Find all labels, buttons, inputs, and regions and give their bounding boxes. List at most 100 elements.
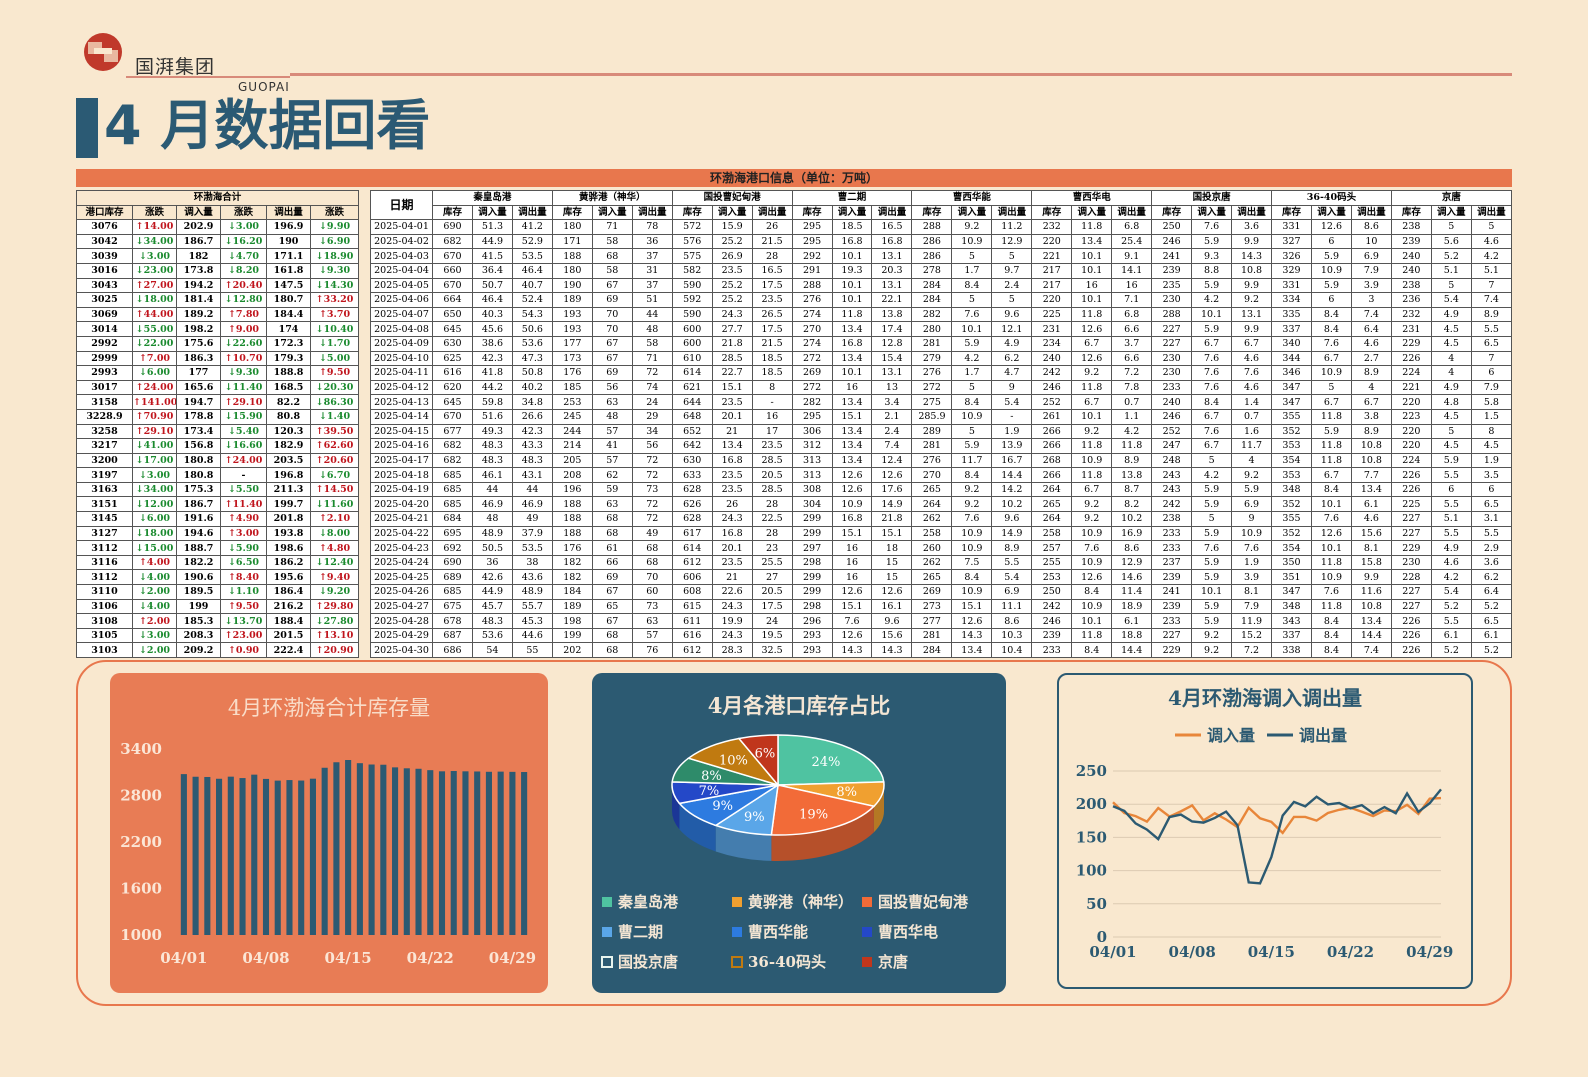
port-cell: 350 — [1271, 554, 1312, 571]
table-row: 3228.9 ↑70.90 178.8 ↓15.90 80.8 ↓1.40 — [76, 408, 360, 425]
date-cell: 2025-04-24 — [370, 554, 433, 571]
summary-cell: ↑3.70 — [309, 306, 360, 323]
port-cell: 23.5 — [751, 292, 793, 308]
summary-cell: ↓34.00 — [132, 233, 177, 250]
bar — [485, 771, 492, 935]
port-cell: 7.6 — [1071, 540, 1113, 556]
port-cell: 10.9 — [951, 233, 993, 250]
port-cell: 52.9 — [511, 233, 553, 250]
summary-cell: 3158 — [76, 394, 133, 410]
port-cell: 6.7 — [1071, 394, 1113, 410]
port-cell: 11.8 — [1310, 598, 1352, 615]
port-cell: 5.9 — [1191, 525, 1233, 542]
port-cell: 272 — [791, 379, 833, 396]
port-cell: 12.6 — [831, 584, 873, 600]
brand-name-cn: 国湃集团 — [135, 56, 216, 78]
port-cell: 9.6 — [871, 613, 913, 629]
port-cell: 308 — [791, 481, 833, 498]
port-cell: 62 — [591, 467, 633, 483]
port-cell: 205 — [551, 452, 593, 469]
port-cell: 5 — [1191, 452, 1233, 469]
port-cell: 28 — [751, 248, 793, 264]
bar — [192, 776, 199, 935]
port-cell: 230 — [1390, 554, 1432, 571]
port-cell: 217 — [1031, 277, 1073, 294]
port-cell: 67 — [591, 277, 633, 294]
port-cell: 354 — [1271, 452, 1312, 469]
table-row: 3116 ↑4.00 182.2 ↓6.50 186.2 ↓12.40 — [76, 554, 360, 571]
port-cell: 236 — [1390, 292, 1432, 308]
summary-col-header: 涨跌 — [132, 204, 177, 221]
port-sub-header: 调出量 — [1350, 204, 1392, 221]
port-cell: 9.2 — [1071, 511, 1113, 527]
port-cell: 296 — [791, 613, 833, 629]
port-cell: 220 — [1390, 438, 1432, 454]
port-cell: 240 — [1151, 394, 1193, 410]
port-cell: 285.9 — [911, 408, 953, 425]
series-line — [1112, 788, 1442, 885]
port-cell: 7.4 — [1350, 306, 1392, 323]
port-cell: 11.8 — [1310, 438, 1352, 454]
port-cell: 9.3 — [1191, 248, 1233, 264]
table-row: 3017 ↑24.00 165.6 ↓11.40 168.5 ↓20.30 — [76, 379, 360, 396]
port-cell: 6.7 — [1071, 481, 1113, 498]
summary-cell: ↓12.00 — [132, 496, 177, 513]
legend-swatch — [862, 957, 872, 967]
summary-cell: ↓11.60 — [309, 496, 360, 513]
port-cell: 9 — [1231, 511, 1273, 527]
port-cell: 13.1 — [871, 248, 913, 264]
port-cell: 4 — [1430, 365, 1472, 381]
port-cell: 11.8 — [1071, 379, 1113, 396]
port-cell: 1.9 — [991, 423, 1033, 440]
port-cell: 9.9 — [1231, 277, 1273, 294]
pie-data-label: 8% — [701, 769, 722, 784]
port-cell: 9.1 — [1111, 248, 1153, 264]
port-cell: 225 — [1390, 496, 1432, 513]
table-row: 3014 ↓55.00 198.2 ↑9.00 174 ↓10.40 — [76, 321, 360, 337]
port-cell: 188 — [551, 511, 593, 527]
port-cell: 10.9 — [1310, 569, 1352, 586]
port-cell: 72 — [631, 467, 673, 483]
port-cell: 11.8 — [1071, 627, 1113, 644]
port-cell: 58 — [631, 335, 673, 352]
port-cell: 65 — [591, 598, 633, 615]
summary-cell: 147.5 — [266, 277, 311, 294]
port-sub-header: 调入量 — [471, 204, 513, 221]
port-cell: 230 — [1151, 350, 1193, 367]
summary-cell: 173.8 — [176, 262, 221, 279]
port-cell: 9.2 — [951, 481, 993, 498]
table-row: 2025-04-21 684 48 49 188 68 72 628 24.3 22.5 299 16… — [370, 511, 1513, 527]
summary-cell: ↑9.50 — [220, 598, 267, 615]
summary-cell: ↓6.70 — [309, 467, 360, 483]
port-cell: 42.3 — [471, 350, 513, 367]
port-cell: 5 — [991, 248, 1033, 264]
summary-cell: ↑7.80 — [220, 306, 267, 323]
port-cell: 4.2 — [1430, 569, 1472, 586]
port-cell: 10.2 — [991, 496, 1033, 513]
port-cell: 49.3 — [471, 423, 513, 440]
summary-col-header: 涨跌 — [220, 204, 267, 221]
port-cell: 67 — [591, 613, 633, 629]
summary-cell: ↑27.00 — [132, 277, 177, 294]
port-cell: 27 — [751, 569, 793, 586]
port-cell: 229 — [1390, 540, 1432, 556]
port-cell: 10.9 — [951, 408, 993, 425]
port-cell: 12.6 — [1071, 569, 1113, 586]
port-cell: 16 — [1071, 277, 1113, 294]
table-row: 3151 ↓12.00 186.7 ↑11.40 199.7 ↓11.60 — [76, 496, 360, 513]
port-cell: 664 — [432, 292, 473, 308]
port-cell: 18.5 — [751, 365, 793, 381]
port-cell: 4.9 — [1430, 306, 1472, 323]
summary-cell: ↑4.90 — [220, 511, 267, 527]
port-cell: 18.5 — [751, 350, 793, 367]
pie-data-label: 8% — [836, 785, 857, 800]
port-cell: 266 — [1031, 467, 1073, 483]
port-cell: 241 — [1151, 248, 1193, 264]
summary-cell: 175.3 — [176, 481, 221, 498]
summary-header-row: 港口库存 涨跌 调入量 涨跌 调出量 涨跌 — [76, 204, 360, 221]
port-cell: 4.5 — [1430, 408, 1472, 425]
port-cell: 21.8 — [871, 511, 913, 527]
legend-label: 京唐 — [878, 953, 908, 971]
port-cell: 2.4 — [871, 423, 913, 440]
port-cell: 344 — [1271, 350, 1312, 367]
